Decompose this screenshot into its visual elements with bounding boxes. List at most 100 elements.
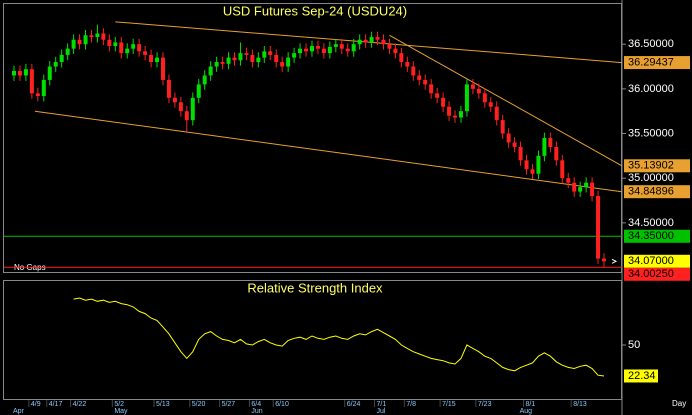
candle-body xyxy=(166,79,171,98)
candle-body xyxy=(53,62,58,67)
candle-body xyxy=(345,48,350,52)
y-tick-label: 35.50000 xyxy=(628,127,674,139)
candle-body xyxy=(512,142,517,147)
candle-body xyxy=(369,37,374,43)
trendline xyxy=(115,21,622,64)
candle-body xyxy=(160,57,165,80)
candle-body xyxy=(560,160,565,179)
price-label-box xyxy=(624,159,690,173)
candle-body xyxy=(363,39,368,43)
x-tick-label: 7/15 xyxy=(442,401,456,408)
candle-body xyxy=(119,42,124,54)
rsi-panel xyxy=(3,280,622,400)
candle-body xyxy=(89,35,94,38)
month-label: Jun xyxy=(251,408,262,415)
candle-body xyxy=(35,93,40,97)
candle-body xyxy=(602,258,606,262)
candle-body xyxy=(578,187,583,192)
candle-body xyxy=(280,62,285,67)
candle-body xyxy=(77,39,82,45)
candle-body xyxy=(357,39,362,45)
candle-body xyxy=(238,53,243,61)
price-label: 34.84896 xyxy=(628,186,674,198)
candle-body xyxy=(530,169,535,174)
candle-body xyxy=(554,146,559,161)
candle-body xyxy=(113,42,118,46)
candle-body xyxy=(232,57,237,61)
candle-body xyxy=(584,182,589,188)
candle-body xyxy=(423,79,428,85)
candle-body xyxy=(381,39,386,45)
candle-body xyxy=(590,182,595,197)
x-tick-label: 7/1 xyxy=(377,401,387,408)
candle-body xyxy=(172,97,177,103)
candle-body xyxy=(548,138,553,147)
candle-body xyxy=(298,48,303,54)
candle-body xyxy=(250,54,255,63)
candle-body xyxy=(268,51,273,55)
candle-body xyxy=(101,33,106,40)
candle-body xyxy=(339,44,344,49)
period-label: Day xyxy=(672,399,686,408)
candle-body xyxy=(12,71,16,76)
candle-body xyxy=(476,88,481,94)
candle-body xyxy=(464,84,469,112)
y-tick-label: 34.50000 xyxy=(628,217,674,229)
candle-body xyxy=(393,48,398,54)
candle-body xyxy=(107,39,112,46)
price-label-box xyxy=(624,229,690,243)
candle-body xyxy=(131,44,136,49)
x-tick-label: 5/13 xyxy=(156,401,170,408)
trendline xyxy=(389,34,623,167)
rsi-title: Relative Strength Index xyxy=(247,280,383,295)
candle-body xyxy=(399,53,404,63)
candle-body xyxy=(41,79,46,97)
candle-body xyxy=(488,102,493,107)
price-label-box xyxy=(624,185,690,199)
price-label-box xyxy=(624,56,690,70)
candle-body xyxy=(470,84,475,89)
candle-body xyxy=(155,57,160,63)
candle-body xyxy=(286,57,291,67)
rsi-label: 22.34 xyxy=(628,370,656,382)
candle-body xyxy=(214,62,219,67)
candle-body xyxy=(321,48,326,54)
candle-body xyxy=(482,93,487,103)
candle-body xyxy=(149,54,154,63)
price-label: 34.07000 xyxy=(628,255,674,267)
candle-body xyxy=(59,54,64,63)
x-tick-label: 7/23 xyxy=(478,401,492,408)
month-label: May xyxy=(114,408,128,415)
trendline xyxy=(34,110,622,193)
candle-body xyxy=(506,133,511,143)
price-label: 36.29437 xyxy=(628,56,674,68)
candle-body xyxy=(274,54,279,63)
price-label: 34.35000 xyxy=(628,230,674,242)
candle-body xyxy=(17,71,22,76)
candle-body xyxy=(429,84,434,94)
candle-body xyxy=(417,75,422,80)
x-tick-label: 5/27 xyxy=(222,401,236,408)
candle-body xyxy=(95,33,100,38)
candle-body xyxy=(572,182,577,192)
candle-body xyxy=(435,93,440,98)
candle-body xyxy=(143,51,148,55)
month-label: Aug xyxy=(520,408,533,415)
price-label-box xyxy=(624,267,690,281)
month-label: Jul xyxy=(377,408,386,415)
x-tick-label: 4/22 xyxy=(73,401,87,408)
candle-body xyxy=(309,45,314,52)
candle-body xyxy=(453,115,458,118)
x-tick-label: 8/13 xyxy=(573,401,587,408)
y-tick-label: 36.00000 xyxy=(628,83,674,95)
candle-body xyxy=(375,37,380,40)
candle-body xyxy=(65,48,70,55)
candle-body xyxy=(405,62,410,67)
x-tick-label: 6/10 xyxy=(275,401,289,408)
candle-body xyxy=(178,102,183,112)
x-tick-label: 6/24 xyxy=(347,401,361,408)
candle-body xyxy=(220,62,225,64)
candle-body xyxy=(292,53,297,58)
candle-body xyxy=(351,44,356,52)
